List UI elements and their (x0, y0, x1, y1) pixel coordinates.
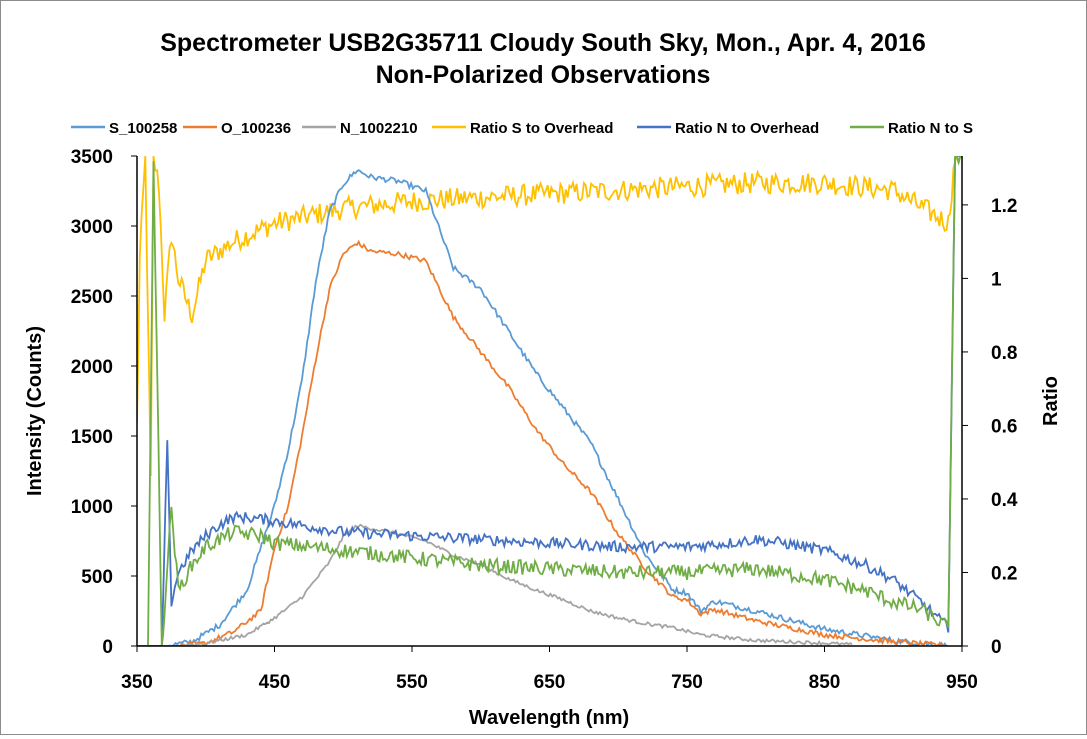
y2-tick-label: 0 (991, 637, 1002, 658)
y2-tick-label: 0.4 (991, 490, 1018, 511)
y-tick-label: 0 (102, 637, 113, 658)
x-tick-label: 650 (534, 672, 566, 693)
chart-title: Spectrometer USB2G35711 Cloudy South Sky… (160, 29, 926, 57)
legend-label: N_1002210 (340, 120, 418, 137)
series-layer (137, 156, 962, 646)
legend-label: Ratio S to Overhead (470, 120, 613, 137)
legend-label: S_100258 (109, 120, 177, 137)
y-tick-label: 2000 (71, 357, 113, 378)
x-tick-label: 450 (259, 672, 291, 693)
series-line (137, 523, 853, 646)
legend-label: Ratio N to Overhead (675, 120, 819, 137)
x-axis-label: Wavelength (nm) (469, 707, 629, 729)
legend-label: O_100236 (221, 120, 291, 137)
y-tick-label: 1500 (71, 427, 113, 448)
y-tick-label: 3000 (71, 217, 113, 238)
ticks: 350 450 550 650 750 850 950 0 500 1000 1500 2000 250… (71, 147, 1018, 693)
y2-tick-label: 1.2 (991, 196, 1017, 217)
x-tick-label: 750 (671, 672, 703, 693)
x-tick-label: 850 (809, 672, 841, 693)
y2-tick-label: 0.6 (991, 416, 1017, 437)
chart-subtitle: Non-Polarized Observations (376, 61, 711, 89)
x-tick-label: 550 (396, 672, 428, 693)
series-line (137, 156, 962, 646)
y-tick-label: 2500 (71, 287, 113, 308)
y2-tick-label: 0.2 (991, 563, 1017, 584)
legend-label: Ratio N to S (888, 120, 973, 137)
y2-tick-label: 0.8 (991, 343, 1017, 364)
x-tick-label: 350 (121, 672, 153, 693)
y-tick-label: 3500 (71, 147, 113, 168)
x-tick-label: 950 (946, 672, 978, 693)
y-tick-label: 1000 (71, 497, 113, 518)
series-line (137, 239, 949, 646)
series-line (137, 156, 962, 646)
y2-axis-label: Ratio (1040, 376, 1062, 426)
y-axis-label: Intensity (Counts) (24, 326, 46, 496)
series-line (137, 169, 949, 646)
y-tick-label: 500 (81, 567, 113, 588)
series-line (137, 156, 962, 477)
legend: S_100258 O_100236 N_1002210 Ratio S to Over… (71, 120, 973, 137)
y2-tick-label: 1 (991, 269, 1002, 290)
